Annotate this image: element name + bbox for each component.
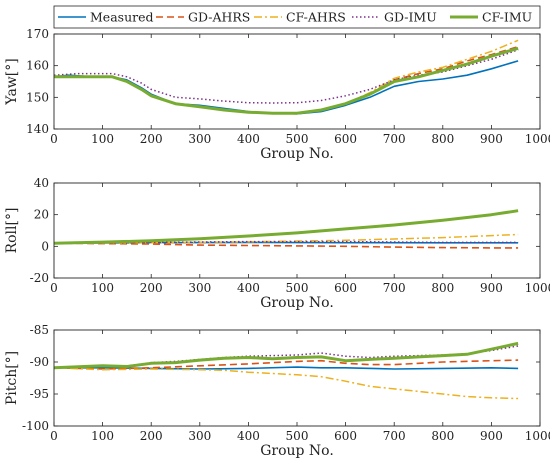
- x-axis-label: Group No.: [260, 443, 334, 459]
- y-tick-label: 140: [26, 122, 49, 136]
- y-tick-label: -90: [30, 355, 49, 369]
- axes-frame: [53, 329, 541, 427]
- x-tick-label: 0: [50, 429, 58, 443]
- x-tick-label: 600: [334, 132, 357, 146]
- legend-label-measured: Measured: [90, 10, 154, 25]
- series-line-cf-imu: [54, 46, 519, 115]
- y-tick-label: -20: [30, 271, 49, 285]
- x-tick-label: 500: [286, 132, 309, 146]
- x-tick-label: 400: [237, 429, 260, 443]
- y-axis-label: Pitch[°]: [4, 351, 20, 405]
- x-tick-label: 700: [383, 281, 406, 295]
- x-tick-label: 400: [237, 132, 260, 146]
- x-tick-label: 700: [383, 429, 406, 443]
- x-tick-label: 200: [140, 132, 163, 146]
- y-tick-label: 170: [26, 27, 49, 41]
- x-axis-label: Group No.: [260, 146, 334, 162]
- y-tick-label: 20: [34, 208, 49, 222]
- x-tick-label: 800: [431, 132, 454, 146]
- series-line-cf-imu: [54, 341, 519, 370]
- legend-box: [53, 5, 541, 29]
- legend-label-gd-imu: GD-IMU: [384, 10, 437, 25]
- x-tick-label: 300: [188, 281, 211, 295]
- x-tick-label: 900: [480, 281, 503, 295]
- x-tick-label: 100: [91, 429, 114, 443]
- x-tick-label: 900: [480, 132, 503, 146]
- y-axis-label: Roll[°]: [4, 208, 20, 254]
- series-line-gd-ahrs: [54, 359, 519, 370]
- x-tick-label: 1000: [525, 281, 550, 295]
- y-tick-label: 150: [26, 90, 49, 104]
- y-tick-label: 160: [26, 59, 49, 73]
- subplot-roll: 01002003004005006007008009001000-2002040…: [4, 176, 550, 311]
- x-tick-label: 400: [237, 281, 260, 295]
- legend-label-gd-ahrs: GD-AHRS: [188, 10, 250, 25]
- legend-label-cf-imu: CF-IMU: [482, 10, 532, 25]
- y-axis-label: Yaw[°]: [4, 58, 20, 105]
- y-tick-label: -85: [30, 323, 49, 337]
- y-tick-label: 40: [34, 176, 49, 190]
- x-tick-label: 1000: [525, 429, 550, 443]
- y-tick-label: -95: [30, 387, 49, 401]
- x-tick-label: 200: [140, 429, 163, 443]
- x-tick-label: 800: [431, 429, 454, 443]
- x-tick-label: 600: [334, 281, 357, 295]
- x-tick-label: 600: [334, 429, 357, 443]
- subplot-yaw: 0 100 200 300 400 500 600 700 800 900 1000 140 150 16…: [4, 27, 550, 162]
- x-tick-label: 300: [188, 132, 211, 146]
- x-tick-label: 500: [286, 429, 309, 443]
- x-tick-label: 0: [50, 132, 58, 146]
- series-line-cf-ahrs: [54, 367, 519, 400]
- x-tick-label: 100: [91, 281, 114, 295]
- legend: Measured GD-AHRS CF-AHRS GD-IMU CF-IMU: [53, 5, 541, 29]
- x-tick-label: 300: [188, 429, 211, 443]
- x-tick-label: 500: [286, 281, 309, 295]
- subplot-pitch: 0 100 200 300 400 500 600 700 800 900 1000 -100 -95 -…: [4, 323, 550, 459]
- y-tick-label: -100: [22, 419, 49, 433]
- x-tick-label: 0: [50, 281, 58, 295]
- x-tick-label: 1000: [525, 132, 550, 146]
- axes-frame: [53, 182, 541, 279]
- x-tick-label: 100: [91, 132, 114, 146]
- legend-label-cf-ahrs: CF-AHRS: [286, 10, 346, 25]
- x-tick-label: 900: [480, 429, 503, 443]
- series-line-gd-imu: [54, 49, 519, 104]
- x-axis-label: Group No.: [260, 295, 334, 311]
- x-tick-label: 200: [140, 281, 163, 295]
- series-line-cf-imu: [54, 209, 519, 245]
- x-tick-label: 800: [431, 281, 454, 295]
- y-tick-label: 0: [41, 239, 49, 253]
- x-tick-label: 700: [383, 132, 406, 146]
- series-line-gd-ahrs: [54, 242, 519, 249]
